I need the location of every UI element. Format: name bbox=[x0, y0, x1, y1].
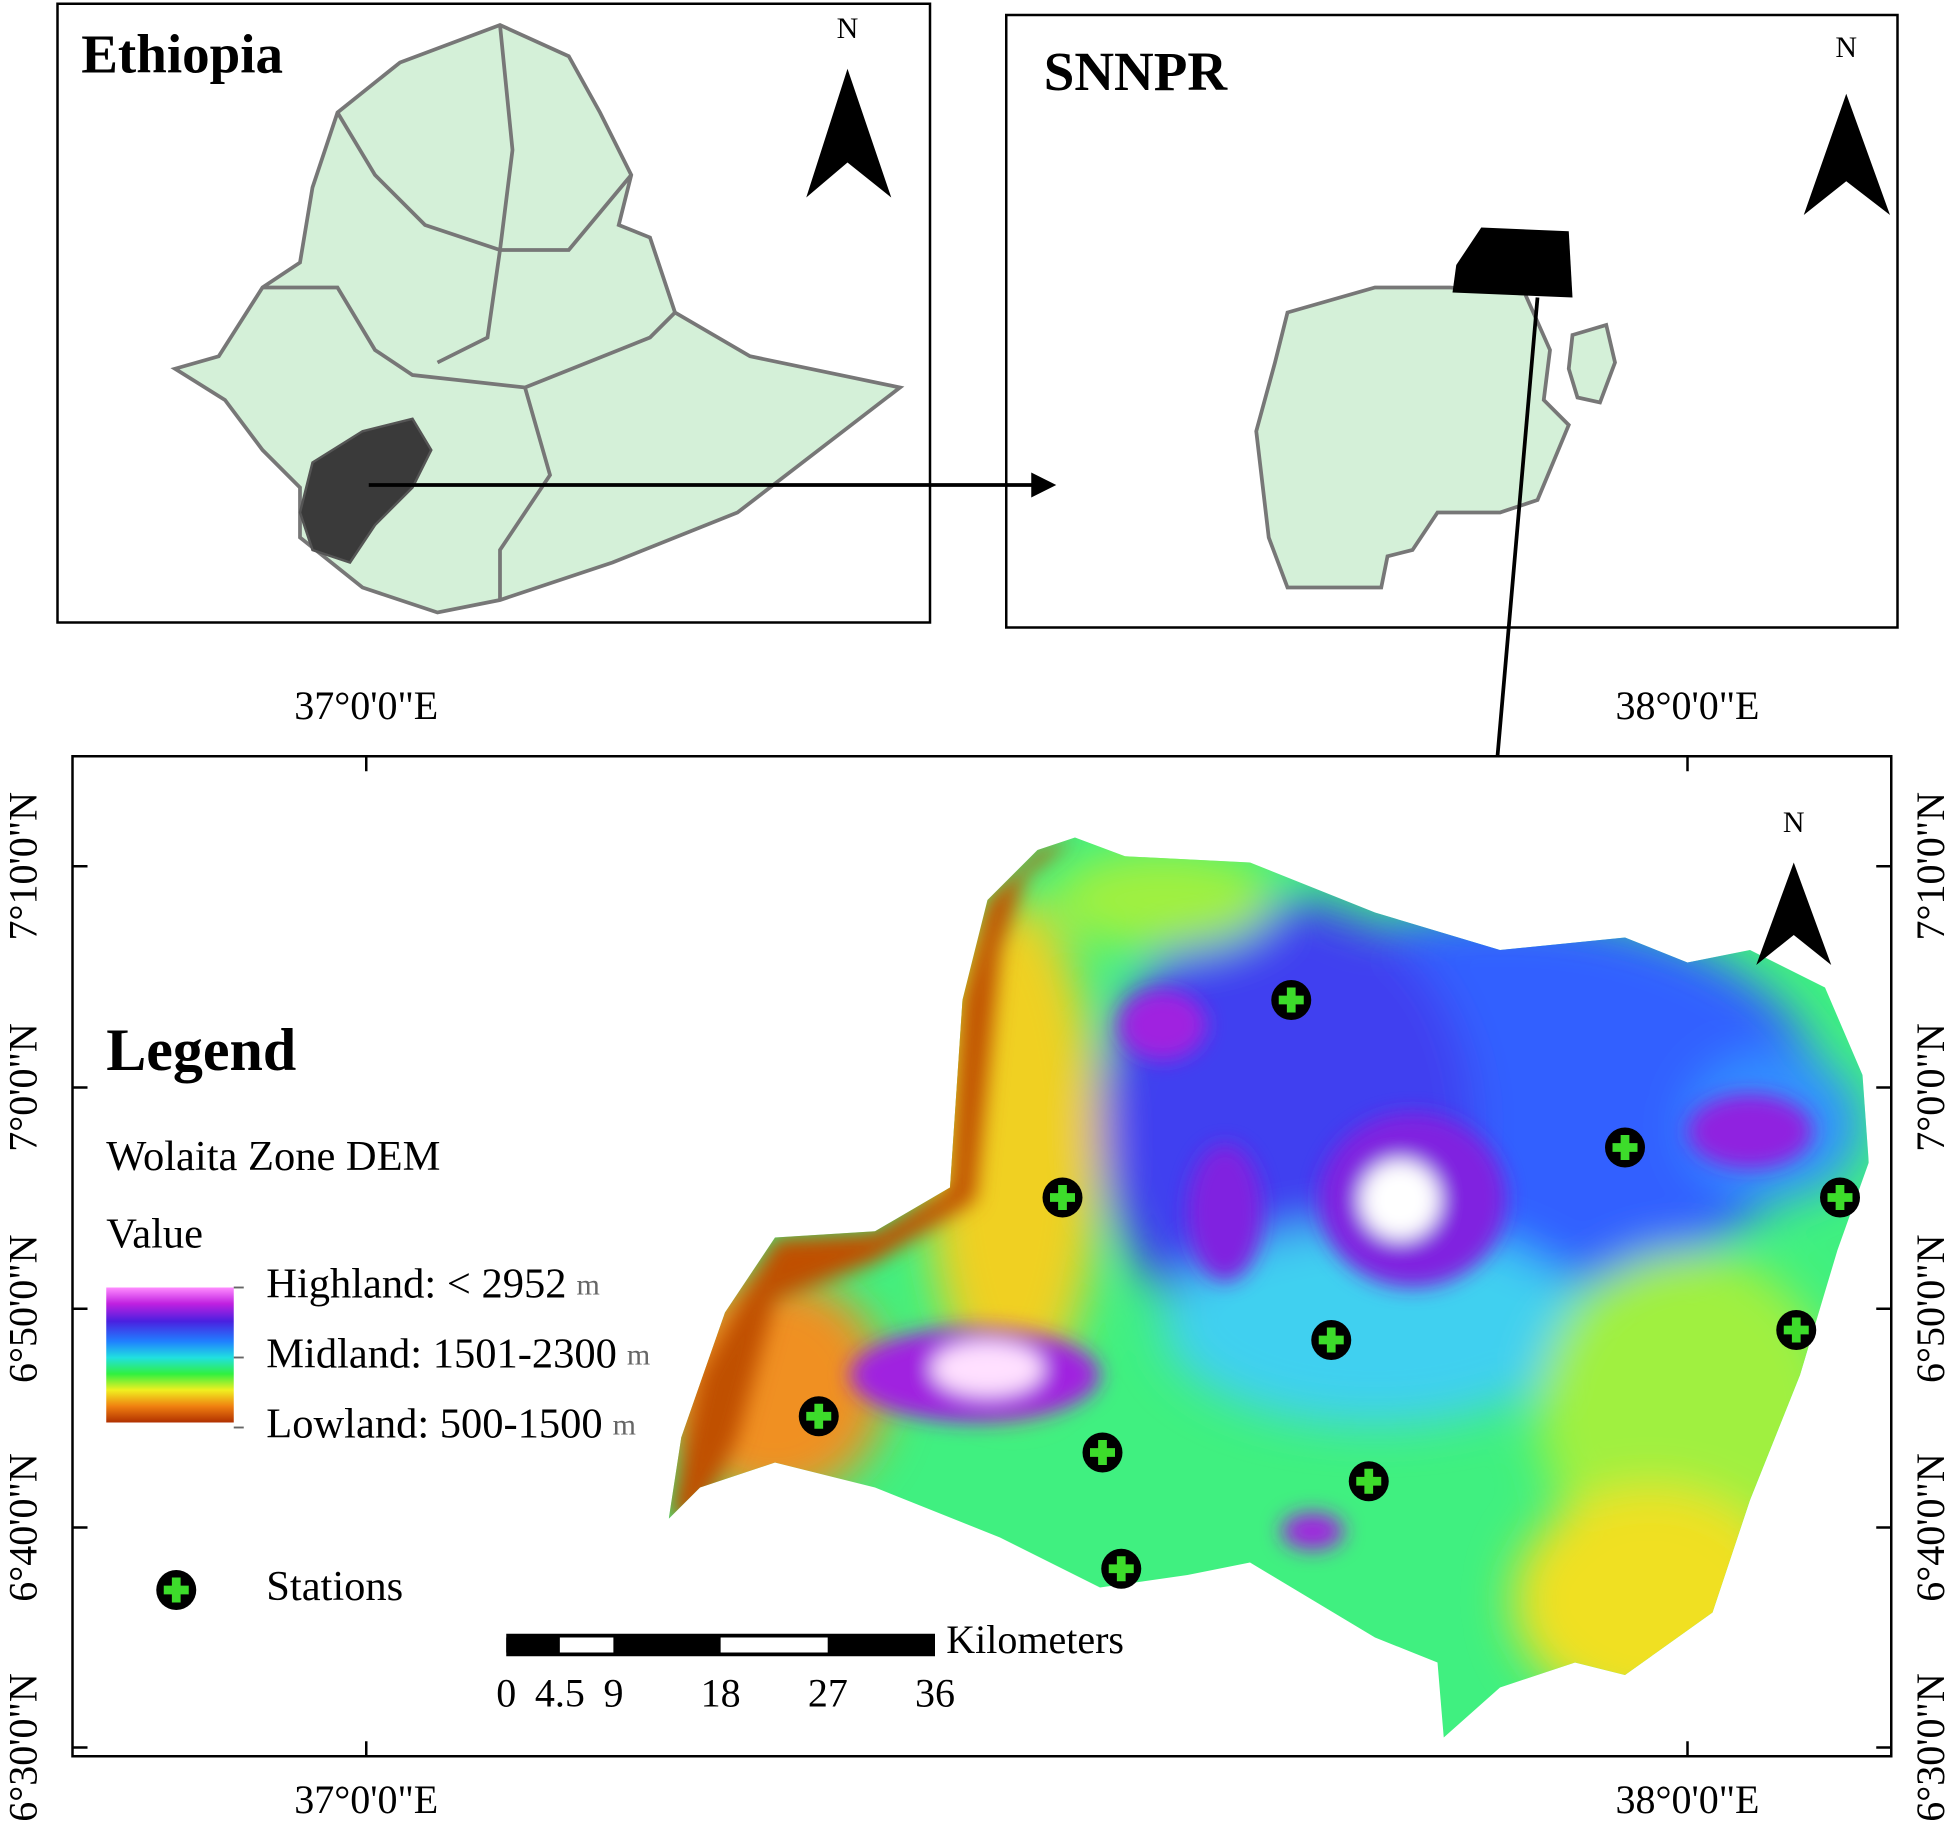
connector-arrowhead bbox=[1031, 472, 1057, 498]
scale-tick-label: 36 bbox=[915, 1671, 955, 1716]
dem-peak bbox=[1360, 1160, 1440, 1240]
north-label: N bbox=[1783, 806, 1805, 839]
snnpr-island bbox=[1566, 322, 1617, 405]
class-unit: m bbox=[613, 1408, 636, 1441]
latitude-label: 7°0'0"N bbox=[1, 1023, 46, 1151]
north-arrow bbox=[1756, 862, 1832, 965]
dem-zone bbox=[1187, 1143, 1263, 1282]
legend-value-heading: Value bbox=[106, 1210, 203, 1257]
dem-zone bbox=[1162, 1225, 1588, 1425]
station-cross bbox=[1835, 1185, 1845, 1210]
legend-stations: Stations bbox=[266, 1563, 403, 1610]
class-unit: m bbox=[627, 1338, 650, 1371]
north-label: N bbox=[837, 12, 859, 45]
graticule-ticks bbox=[72, 756, 1892, 1757]
scale-segment bbox=[827, 1637, 935, 1653]
scale-tick-label: 4.5 bbox=[535, 1671, 585, 1716]
scale-segment bbox=[506, 1637, 560, 1653]
latitude-label: 6°50'0"N bbox=[1, 1235, 46, 1383]
ethiopia-frame bbox=[56, 2, 932, 624]
legend-ramp bbox=[106, 1287, 234, 1423]
connector-line bbox=[1495, 297, 1540, 757]
snnpr-shape bbox=[1254, 285, 1571, 590]
dem-zone bbox=[1118, 990, 1207, 1060]
dem-zone bbox=[1281, 1512, 1344, 1550]
scale-segment bbox=[720, 1637, 828, 1653]
longitude-label: 38°0'0"E bbox=[1616, 683, 1760, 728]
dem-zone bbox=[1687, 1093, 1813, 1169]
region-border bbox=[498, 386, 553, 601]
ethiopia-shape bbox=[170, 22, 905, 615]
scale-tick-label: 27 bbox=[808, 1671, 848, 1716]
latitude-label: 6°30'0"N bbox=[1, 1673, 46, 1821]
station-cross bbox=[1286, 987, 1296, 1013]
scale-tick-label: 18 bbox=[701, 1671, 741, 1716]
latitude-label: 7°0'0"N bbox=[1908, 1023, 1953, 1151]
station-cross bbox=[1326, 1327, 1336, 1353]
station-cross bbox=[1791, 1317, 1801, 1343]
latitude-label: 7°10'0"N bbox=[1, 792, 46, 940]
legend-class-label: Midland: 1501-2300 m bbox=[266, 1330, 650, 1377]
north-arrow bbox=[806, 68, 892, 198]
class-label: Lowland: 500-1500 bbox=[266, 1400, 602, 1447]
north-arrow bbox=[1803, 93, 1890, 216]
station-cross bbox=[171, 1577, 181, 1603]
dem-peak bbox=[931, 1341, 1044, 1397]
dem-zone bbox=[668, 837, 1075, 1519]
region-border bbox=[262, 285, 677, 390]
class-unit: m bbox=[576, 1268, 599, 1301]
station-cross bbox=[1058, 1185, 1067, 1210]
legend-class-label: Lowland: 500-1500 m bbox=[266, 1400, 636, 1447]
longitude-label: 37°0'0"E bbox=[294, 683, 438, 728]
latitude-label: 6°40'0"N bbox=[1908, 1453, 1953, 1601]
legend-title: Legend bbox=[106, 1017, 296, 1083]
snnpr-highlight bbox=[298, 417, 433, 564]
dem-zone bbox=[925, 900, 1100, 1400]
scale-segment bbox=[559, 1637, 614, 1653]
scale-segment bbox=[613, 1637, 721, 1653]
dem-raster bbox=[668, 837, 1869, 1738]
latitude-label: 6°30'0"N bbox=[1908, 1673, 1953, 1821]
station-cross bbox=[814, 1403, 824, 1429]
main-frame bbox=[71, 755, 1893, 1758]
dem-zone bbox=[1512, 1487, 1788, 1713]
panel-title: Ethiopia bbox=[81, 24, 283, 85]
legend-layer: Wolaita Zone DEM bbox=[106, 1133, 440, 1180]
station-cross bbox=[1364, 1468, 1374, 1494]
station-cross bbox=[1620, 1135, 1630, 1160]
latitude-label: 6°50'0"N bbox=[1908, 1235, 1953, 1383]
panel-title: SNNPR bbox=[1044, 41, 1229, 102]
class-label: Highland: < 2952 bbox=[266, 1260, 566, 1307]
stations bbox=[156, 980, 1860, 1610]
region-border bbox=[335, 111, 633, 252]
scale-bar: 0 4.5 9 18 27 36 bbox=[496, 1633, 955, 1716]
class-label: Midland: 1501-2300 bbox=[266, 1330, 617, 1377]
north-label: N bbox=[1835, 31, 1857, 64]
legend-class-label: Highland: < 2952 m bbox=[266, 1260, 600, 1307]
scale-tick-label: 9 bbox=[603, 1671, 623, 1716]
longitude-label: 38°0'0"E bbox=[1616, 1777, 1760, 1822]
latitude-label: 6°40'0"N bbox=[1, 1453, 46, 1601]
scale-unit: Kilometers bbox=[946, 1617, 1124, 1662]
region-border bbox=[436, 24, 515, 365]
longitude-label: 37°0'0"E bbox=[294, 1777, 438, 1822]
station-cross bbox=[1116, 1556, 1126, 1582]
station-cross bbox=[1098, 1440, 1107, 1465]
wolaita-highlight bbox=[1452, 227, 1573, 298]
dem-zone bbox=[1050, 850, 1275, 950]
latitude-label: 7°10'0"N bbox=[1908, 792, 1953, 940]
scale-tick-label: 0 bbox=[496, 1671, 516, 1716]
snnpr-frame bbox=[1005, 13, 1899, 629]
